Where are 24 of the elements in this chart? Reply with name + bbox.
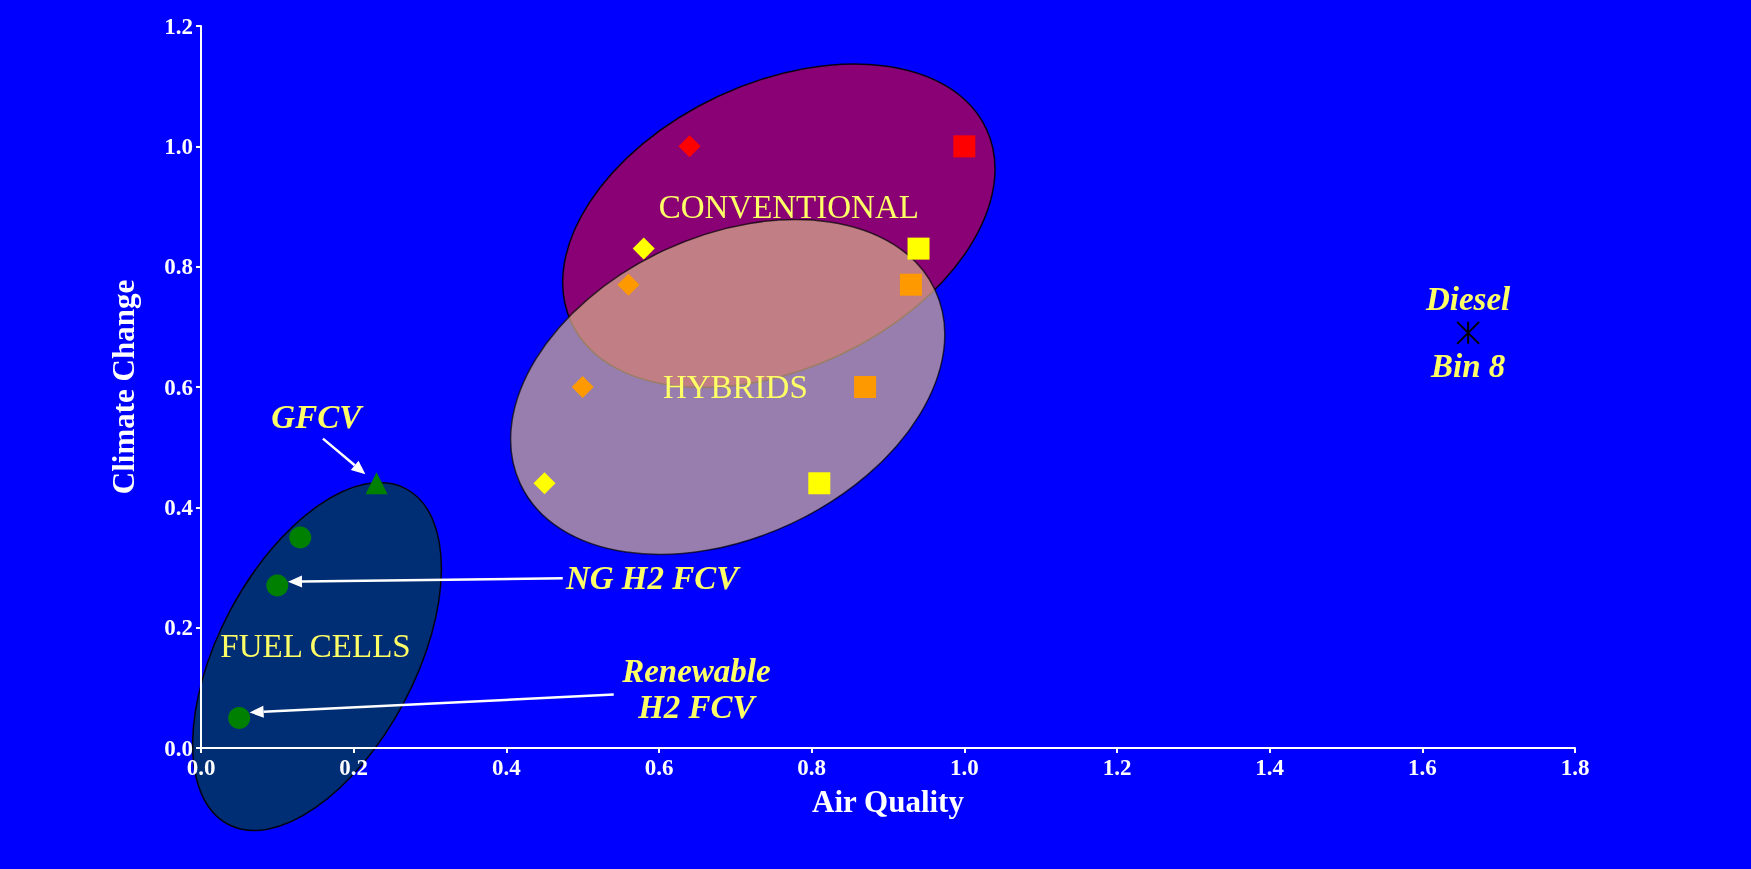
y-tick-label: 1.0 xyxy=(164,133,193,159)
y-tick-label: 1.2 xyxy=(164,13,193,39)
y-tick-label: 0.6 xyxy=(164,374,193,400)
x-tick-label: 0.6 xyxy=(644,755,674,780)
x-axis-title: Air Quality xyxy=(812,784,965,819)
x-tick-label: 1.8 xyxy=(1560,755,1590,780)
x-tick-label: 0.2 xyxy=(339,755,369,780)
y-tick-label: 0.4 xyxy=(164,494,194,520)
x-tick-label: 0.4 xyxy=(491,755,522,780)
annotation: FUEL CELLS xyxy=(220,627,411,664)
annotation: CONVENTIONAL xyxy=(658,188,919,225)
x-tick-label: 0.8 xyxy=(797,755,827,780)
y-tick-label: 0.8 xyxy=(164,254,193,280)
x-tick-label: 1.4 xyxy=(1255,755,1285,780)
x-tick-label: 1.6 xyxy=(1407,755,1437,780)
x-tick-label: 1.2 xyxy=(1102,755,1132,780)
y-axis-title: Climate Change xyxy=(106,279,141,495)
x-tick-label: 1.0 xyxy=(949,755,979,780)
annotation: HYBRIDS xyxy=(662,369,808,405)
annotation: Renewable H2 FCV xyxy=(621,653,771,726)
annotation: NG H2 FCV xyxy=(564,560,742,597)
y-tick-label: 0.2 xyxy=(164,615,193,641)
annotation: GFCV xyxy=(271,399,365,436)
annotation: Diesel Bin 8 xyxy=(1424,281,1512,385)
